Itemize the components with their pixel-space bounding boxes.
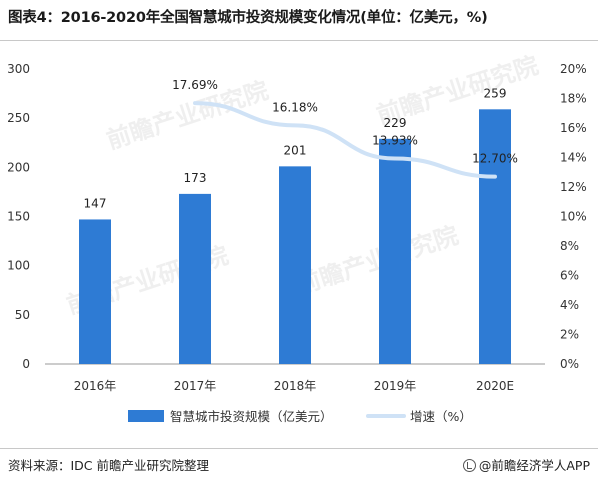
x-tick-label-4: 2020E	[476, 379, 514, 393]
right-tick-label: 18%	[560, 92, 587, 106]
bar-value-label-4: 259	[484, 86, 507, 100]
legend: 智慧城市投资规模（亿美元） 增速（%）	[128, 409, 472, 424]
chart-area: 前瞻产业研究院 前瞻产业研究院 前瞻产业研究院 前瞻产业研究院 0 50 100 150 20…	[0, 44, 598, 444]
bar-value-label-1: 173	[184, 171, 207, 185]
growth-value-label-3: 13.93%	[372, 134, 418, 148]
left-tick-label: 200	[7, 160, 30, 174]
legend-line-label: 增速（%）	[410, 409, 472, 424]
bar-3	[379, 138, 411, 364]
left-tick-label: 250	[7, 111, 30, 125]
left-tick-label: 100	[7, 259, 30, 273]
growth-value-label-2: 16.18%	[272, 100, 318, 114]
growth-line	[193, 101, 497, 179]
x-axis-labels: 2016年 2017年 2018年 2019年 2020E	[74, 379, 514, 393]
bar-series	[79, 109, 511, 364]
right-axis: 0% 2% 4% 6% 8% 10% 12% 14% 16% 18% 20%	[560, 62, 587, 371]
x-tick-label-1: 2017年	[174, 379, 217, 393]
right-tick-label: 14%	[560, 151, 587, 165]
bar-value-label-3: 229	[384, 116, 407, 130]
bar-value-labels: 147 173 201 229 259	[84, 86, 507, 210]
chart-title: 图表4：2016-2020年全国智慧城市投资规模变化情况(单位：亿美元，%)	[8, 10, 488, 26]
right-tick-label: 2%	[560, 328, 579, 342]
footer-divider	[0, 448, 598, 449]
left-tick-label: 300	[7, 62, 30, 76]
right-tick-label: 6%	[560, 269, 579, 283]
left-axis: 0 50 100 150 200 250 300	[7, 62, 30, 371]
bar-value-label-2: 201	[284, 143, 307, 157]
bar-4	[479, 109, 511, 364]
right-tick-label: 0%	[560, 357, 579, 371]
title-divider	[0, 40, 598, 41]
growth-value-label-4: 12.70%	[472, 152, 518, 166]
x-tick-label-3: 2019年	[374, 379, 417, 393]
watermark-text-3: 前瞻产业研究院	[293, 221, 461, 300]
brand-logo-icon	[462, 459, 476, 472]
growth-value-label-1: 17.69%	[172, 78, 218, 92]
source-note: 资料来源：IDC 前瞻产业研究院整理	[8, 458, 210, 473]
bar-value-label-0: 147	[84, 196, 107, 210]
right-tick-label: 12%	[560, 180, 587, 194]
right-tick-label: 16%	[560, 121, 587, 135]
bar-0	[79, 219, 111, 364]
left-tick-label: 150	[7, 210, 30, 224]
legend-bar-swatch	[128, 410, 164, 422]
right-tick-label: 10%	[560, 210, 587, 224]
legend-bar-label: 智慧城市投资规模（亿美元）	[170, 409, 333, 424]
right-tick-label: 20%	[560, 62, 587, 76]
left-tick-label: 50	[15, 308, 30, 322]
bar-1	[179, 193, 211, 364]
left-tick-label: 0	[22, 357, 30, 371]
brand-text: @前瞻经济学人APP	[478, 458, 590, 473]
growth-value-labels: 17.69% 16.18% 13.93% 12.70%	[172, 78, 518, 166]
right-tick-label: 4%	[560, 298, 579, 312]
brand-credit: @前瞻经济学人APP	[462, 455, 590, 474]
growth-line-series	[193, 101, 497, 179]
bar-2	[279, 166, 311, 364]
right-tick-label: 8%	[560, 239, 579, 253]
x-tick-label-2: 2018年	[274, 379, 317, 393]
x-tick-label-0: 2016年	[74, 379, 117, 393]
